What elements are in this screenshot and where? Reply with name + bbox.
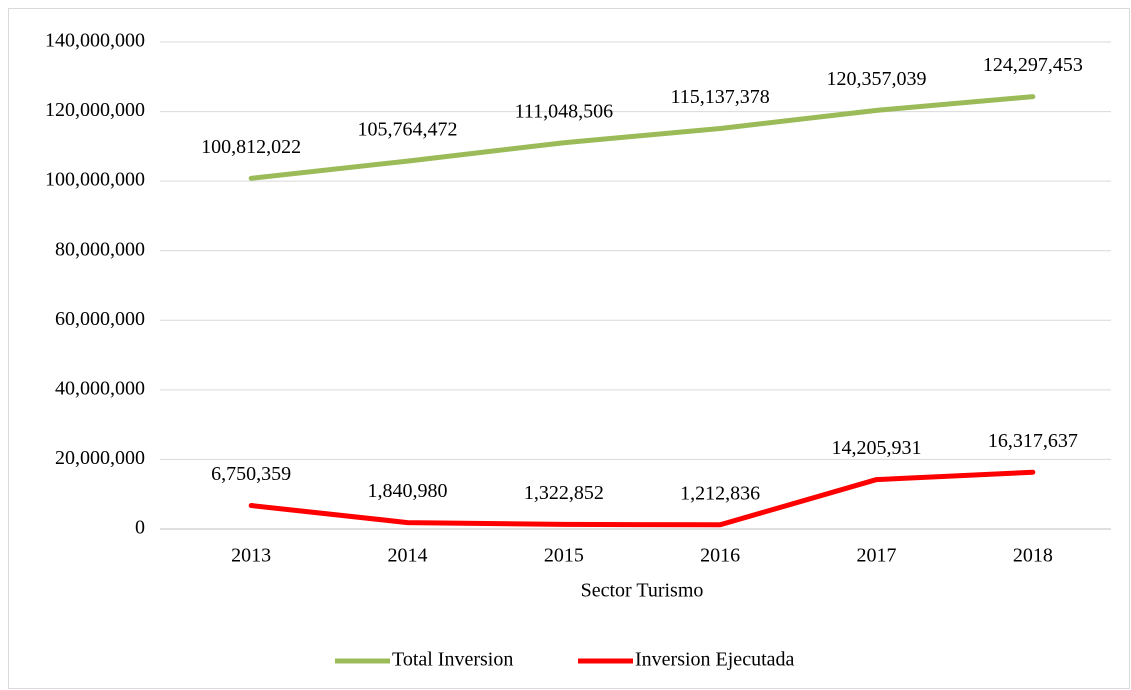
x-tick-label: 2013 xyxy=(231,545,271,567)
data-label: 105,764,472 xyxy=(358,119,458,141)
y-tick-label: 80,000,000 xyxy=(55,238,145,260)
data-label: 124,297,453 xyxy=(983,54,1083,76)
data-label: 1,212,836 xyxy=(680,482,760,504)
x-tick-label: 2017 xyxy=(857,545,897,567)
y-tick-label: 40,000,000 xyxy=(55,377,145,399)
data-label: 1,840,980 xyxy=(368,480,448,502)
chart-border xyxy=(8,8,1130,689)
x-tick-label: 2015 xyxy=(544,545,584,567)
data-label: 14,205,931 xyxy=(832,437,922,459)
line-series xyxy=(248,94,1036,181)
x-tick-label: 2018 xyxy=(1013,545,1053,567)
legend-label: Inversion Ejecutada xyxy=(635,649,794,671)
data-label: 120,357,039 xyxy=(827,68,927,90)
data-label: 1,322,852 xyxy=(524,482,604,504)
data-label: 111,048,506 xyxy=(515,100,614,122)
y-tick-label: 120,000,000 xyxy=(45,99,145,121)
legend-label: Total Inversion xyxy=(392,649,513,671)
x-axis-label: Sector Turismo xyxy=(581,580,704,602)
y-tick-label: 100,000,000 xyxy=(45,169,145,191)
line-series xyxy=(248,469,1036,528)
y-tick-label: 60,000,000 xyxy=(55,308,145,330)
data-label: 16,317,637 xyxy=(988,430,1078,452)
data-label: 6,750,359 xyxy=(211,463,291,485)
x-tick-label: 2014 xyxy=(388,545,428,567)
data-label: 115,137,378 xyxy=(671,86,770,108)
x-tick-label: 2016 xyxy=(700,545,740,567)
y-tick-label: 20,000,000 xyxy=(55,447,145,469)
y-tick-label: 140,000,000 xyxy=(45,30,145,52)
data-label: 100,812,022 xyxy=(201,136,301,158)
y-tick-label: 0 xyxy=(135,517,145,539)
